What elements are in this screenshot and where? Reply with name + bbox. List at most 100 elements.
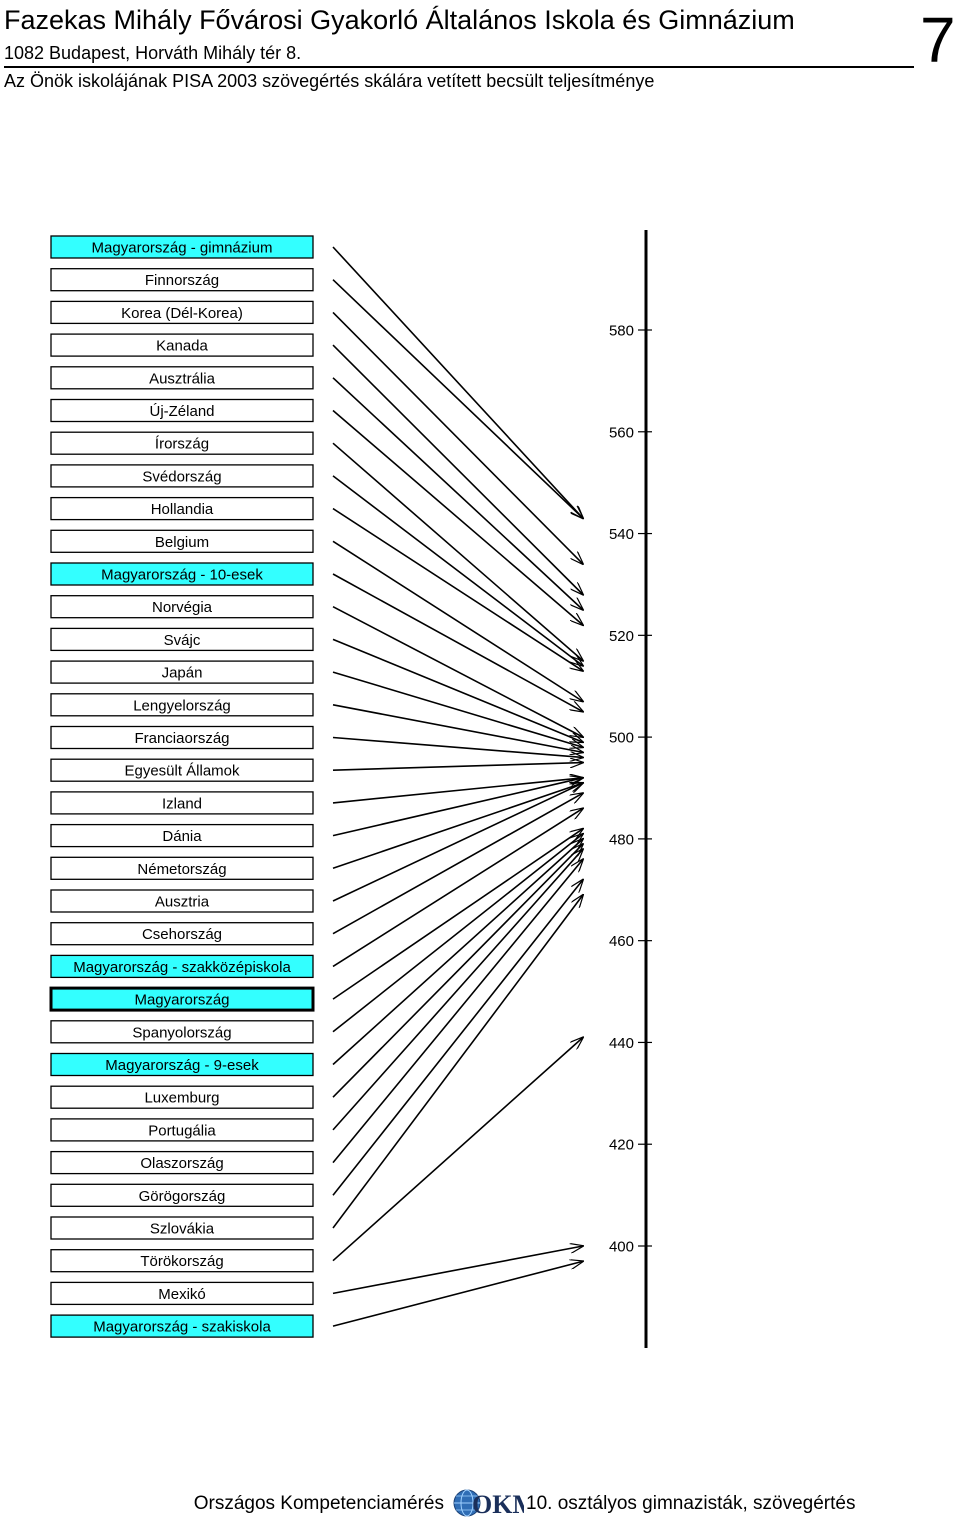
score-arrow	[332, 783, 583, 902]
score-arrow	[332, 849, 583, 1131]
country-label: Németország	[137, 861, 226, 878]
country-box: Csehország	[50, 922, 314, 946]
country-box-frame	[50, 1085, 314, 1109]
country-box-frame	[50, 366, 314, 390]
country-box-frame	[49, 986, 315, 1012]
country-box: Magyarország - 9-esek	[50, 1052, 314, 1077]
country-box: Korea (Dél-Korea)	[50, 300, 314, 325]
country-label: Luxemburg	[144, 1090, 219, 1107]
country-label: Spanyolország	[132, 1024, 231, 1041]
country-box-frame	[50, 595, 314, 619]
country-box-frame	[50, 1183, 314, 1207]
score-arrow	[332, 475, 583, 666]
country-box: Luxemburg	[50, 1085, 314, 1109]
country-box-frame	[50, 1150, 314, 1175]
country-box-frame	[50, 954, 314, 979]
score-arrow	[332, 763, 583, 771]
ranking-chart: Magyarország - gimnázium Finnország Korea …	[49, 230, 652, 1348]
okm-logo-text: OKM	[472, 1490, 524, 1519]
score-arrow	[332, 895, 583, 1229]
country-box: Magyarország - szakközépiskola	[50, 954, 314, 979]
country-label: Norvégia	[152, 599, 213, 616]
score-arrow	[332, 736, 583, 758]
header-rule	[4, 66, 914, 68]
country-box-frame	[50, 1118, 314, 1142]
axis-tick-label: 560	[609, 424, 634, 441]
country-box-frame	[50, 856, 314, 880]
country-box: Hollandia	[50, 496, 314, 521]
axis-tick-label: 500	[609, 730, 634, 747]
country-label: Izland	[162, 795, 202, 812]
country-label: Lengyelország	[133, 697, 231, 714]
score-arrow	[332, 1261, 583, 1327]
country-box-frame	[50, 268, 314, 292]
score-arrow	[332, 880, 583, 1196]
country-box: Izland	[50, 791, 314, 815]
footer: Országos Kompetenciamérés OKM 10. osztál…	[0, 1486, 960, 1522]
page-number: 7	[920, 4, 956, 76]
country-box-frame	[50, 300, 314, 325]
axis-tick-label: 480	[609, 831, 634, 848]
country-label: Kanada	[156, 338, 208, 355]
axis-tick-label: 540	[609, 526, 634, 543]
country-label: Magyarország - 10-esek	[101, 567, 263, 584]
country-box: Ausztria	[50, 889, 314, 913]
country-box-frame	[50, 1314, 314, 1338]
score-arrow	[332, 344, 583, 595]
country-label: Magyarország - szakiskola	[93, 1319, 271, 1336]
country-box: Magyarország - szakiskola	[50, 1314, 314, 1338]
country-box: Dánia	[50, 823, 314, 848]
score-arrow	[332, 829, 583, 1000]
country-label: Finnország	[145, 272, 219, 289]
country-box-frame	[50, 660, 314, 684]
country-box-frame	[50, 758, 314, 782]
country-boxes: Magyarország - gimnázium Finnország Korea …	[49, 235, 315, 1338]
score-arrow	[332, 605, 583, 737]
country-box-frame	[50, 627, 314, 652]
scale-axis: 580 560 540 520 500 480 460 440 420 400	[609, 230, 652, 1348]
country-label: Egyesült Államok	[124, 763, 240, 780]
country-box-frame	[50, 431, 314, 455]
score-arrow	[332, 409, 583, 626]
country-label: Magyarország - 9-esek	[105, 1057, 259, 1074]
country-label: Belgium	[155, 534, 209, 551]
country-box-frame	[50, 1020, 314, 1044]
country-label: Ausztria	[155, 894, 210, 911]
country-box: Kanada	[50, 333, 314, 357]
country-label: Görögország	[139, 1188, 226, 1205]
country-label: Magyarország	[134, 992, 229, 1009]
country-label: Korea (Dél-Korea)	[121, 305, 243, 322]
country-label: Dánia	[162, 828, 202, 845]
score-arrow	[332, 808, 583, 968]
country-box: Magyarország - 10-esek	[50, 562, 314, 586]
country-box-frame	[50, 529, 314, 553]
country-label: Törökország	[140, 1253, 223, 1270]
score-arrow	[332, 638, 583, 742]
country-label: Ausztrália	[149, 370, 216, 387]
score-arrow	[332, 507, 583, 671]
country-box: Írország	[50, 431, 314, 455]
score-arrow	[332, 1246, 583, 1295]
country-box-frame	[50, 398, 314, 423]
score-arrow	[332, 783, 583, 870]
axis-tick-label: 440	[609, 1035, 634, 1052]
axis-tick-label: 580	[609, 323, 634, 340]
score-arrow	[332, 573, 583, 712]
country-label: Portugália	[148, 1122, 216, 1139]
school-address: 1082 Budapest, Horváth Mihály tér 8.	[4, 43, 302, 63]
country-label: Magyarország - gimnázium	[92, 240, 273, 257]
country-box: Belgium	[50, 529, 314, 553]
country-label: Írország	[155, 436, 209, 453]
country-box: Finnország	[50, 268, 314, 292]
country-box-frame	[50, 333, 314, 357]
axis-tick-label: 400	[609, 1239, 634, 1256]
country-box: Magyarország - gimnázium	[50, 235, 314, 259]
country-label: Mexikó	[158, 1286, 206, 1303]
axis-tick-label: 460	[609, 933, 634, 950]
country-label: Magyarország - szakközépiskola	[73, 959, 291, 976]
axis-tick-label: 520	[609, 628, 634, 645]
country-box-frame	[50, 791, 314, 815]
country-label: Hollandia	[151, 501, 214, 518]
score-arrow	[332, 377, 583, 610]
axis-tick-label: 420	[609, 1137, 634, 1154]
